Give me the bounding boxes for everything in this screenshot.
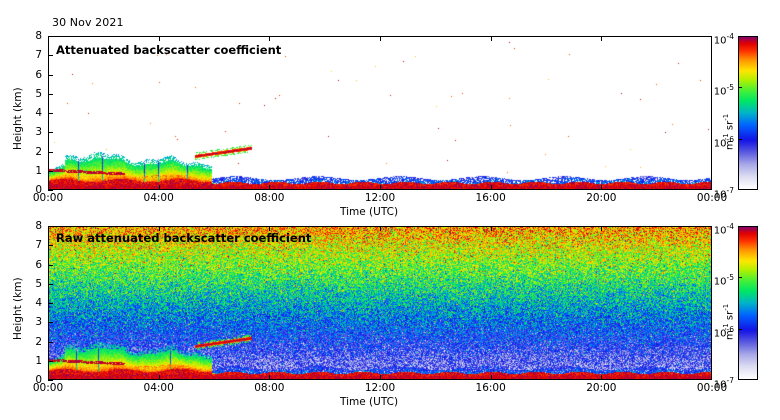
x-tickmark-bottom-5: [601, 375, 602, 380]
y-tickmark-top-5: [48, 94, 53, 95]
y-tick-bottom-7: 7: [35, 239, 42, 252]
x-tickmark-bottom-1: [159, 375, 160, 380]
y-tick-top-3: 3: [35, 126, 42, 139]
y-tick-bottom-0: 0: [35, 374, 42, 386]
colorbar-tick-bottom--6: 10-6: [713, 324, 734, 339]
plot-area-attenuated-backscatter[interactable]: [48, 36, 712, 190]
panel-title-attenuated-backscatter: Attenuated backscatter coefficient: [56, 43, 282, 57]
x-tickmark-top-bottom-4: [491, 226, 492, 231]
x-tick-bottom-0: 00:00: [32, 382, 64, 394]
colorbar-tick-bottom--7: 10-7: [713, 376, 734, 391]
x-tick-bottom-1: 04:00: [143, 382, 174, 394]
x-tickmark-top-bottom-1: [159, 226, 160, 231]
x-tickmark-bottom-2: [269, 375, 270, 380]
x-tick-top-6: 00:00: [696, 192, 728, 204]
y-tickmark-bottom-6: [48, 265, 53, 266]
colorbar-tick-top--4: 10-4: [713, 32, 734, 47]
y-tickmark-bottom-5: [48, 284, 53, 285]
colorbar-tick-top--5: 10-5: [713, 83, 734, 98]
x-tick-bottom-3: 12:00: [364, 382, 396, 394]
y-tick-bottom-4: 4: [35, 297, 42, 309]
y-tickmark-top-1: [48, 171, 53, 172]
colorbar-tick-bottom--5: 10-5: [713, 273, 734, 288]
colorbar-tick-top--7: 10-7: [713, 186, 734, 201]
x-tickmark-top-top-5: [601, 36, 602, 41]
colorbar-tickmark-bottom--5: [738, 277, 742, 278]
x-tick-top-3: 12:00: [364, 192, 396, 204]
y-tickmark-top-0: [48, 190, 53, 191]
x-tick-bottom-2: 08:00: [254, 382, 285, 394]
x-tickmark-top-2: [269, 185, 270, 190]
x-tick-top-0: 00:00: [32, 192, 64, 204]
y-tickmark-top-4: [48, 113, 53, 114]
y-tickmark-top-7: [48, 55, 53, 56]
y-tickmark-bottom-3: [48, 322, 53, 323]
y-axis-label-top: Height (km): [12, 87, 24, 150]
y-tick-bottom-5: 5: [35, 277, 42, 290]
y-tickmark-bottom-0: [48, 380, 53, 381]
x-tick-top-4: 16:00: [475, 192, 506, 204]
y-tick-top-6: 6: [35, 68, 42, 81]
x-axis-label-top: Time (UTC): [340, 206, 399, 218]
colorbar-tickmark-top--5: [738, 87, 742, 88]
y-tickmark-top-2: [48, 152, 53, 153]
x-tickmark-bottom-4: [491, 375, 492, 380]
y-tick-top-0: 0: [35, 184, 42, 196]
colorbar-tick-bottom--4: 10-4: [713, 222, 734, 237]
y-tick-top-8: 8: [35, 30, 42, 42]
x-tick-top-2: 08:00: [254, 192, 285, 204]
x-tick-top-1: 04:00: [143, 192, 174, 204]
x-tick-bottom-4: 16:00: [475, 382, 506, 394]
y-tick-bottom-8: 8: [35, 220, 42, 232]
y-tickmark-bottom-7: [48, 245, 53, 246]
x-tickmark-top-top-3: [380, 36, 381, 41]
x-tickmark-top-3: [380, 185, 381, 190]
x-tickmark-top-4: [491, 185, 492, 190]
x-tickmark-top-top-2: [269, 36, 270, 41]
y-tickmark-bottom-8: [48, 226, 53, 227]
y-tick-top-2: 2: [35, 145, 42, 158]
x-tickmark-top-5: [601, 185, 602, 190]
x-tick-top-5: 20:00: [586, 192, 617, 204]
x-tickmark-bottom-3: [380, 375, 381, 380]
x-tickmark-top-top-1: [159, 36, 160, 41]
colorbar-gradient-top: [738, 36, 758, 190]
x-tickmark-top-bottom-3: [380, 226, 381, 231]
x-tickmark-top-1: [159, 185, 160, 190]
y-tick-top-7: 7: [35, 49, 42, 62]
plot-area-raw-attenuated-backscatter[interactable]: [48, 226, 712, 380]
y-tick-bottom-1: 1: [35, 354, 42, 367]
y-tick-top-4: 4: [35, 107, 42, 119]
panel-title-raw-attenuated-backscatter: Raw attenuated backscatter coefficient: [56, 231, 312, 245]
y-tickmark-top-8: [48, 36, 53, 37]
y-tick-bottom-2: 2: [35, 335, 42, 348]
y-tickmark-top-3: [48, 132, 53, 133]
date-label: 30 Nov 2021: [52, 16, 124, 29]
y-tickmark-top-6: [48, 75, 53, 76]
colorbar-gradient-bottom: [738, 226, 758, 380]
x-tickmark-top-bottom-5: [601, 226, 602, 231]
colorbar-tickmark-top--6: [738, 139, 742, 140]
y-tickmark-bottom-2: [48, 342, 53, 343]
x-tickmark-top-top-4: [491, 36, 492, 41]
y-tickmark-bottom-1: [48, 361, 53, 362]
y-tickmark-bottom-4: [48, 303, 53, 304]
x-tick-bottom-5: 20:00: [586, 382, 617, 394]
x-tick-bottom-6: 00:00: [696, 382, 728, 394]
colorbar-tick-top--6: 10-6: [713, 134, 734, 149]
x-tickmark-top-bottom-2: [269, 226, 270, 231]
y-tick-bottom-6: 6: [35, 258, 42, 271]
y-tick-top-1: 1: [35, 164, 42, 177]
y-axis-label-bottom: Height (km): [12, 277, 24, 340]
colorbar-tickmark-bottom--6: [738, 329, 742, 330]
y-tick-top-5: 5: [35, 87, 42, 100]
y-tick-bottom-3: 3: [35, 316, 42, 329]
x-axis-label-bottom: Time (UTC): [340, 396, 399, 408]
